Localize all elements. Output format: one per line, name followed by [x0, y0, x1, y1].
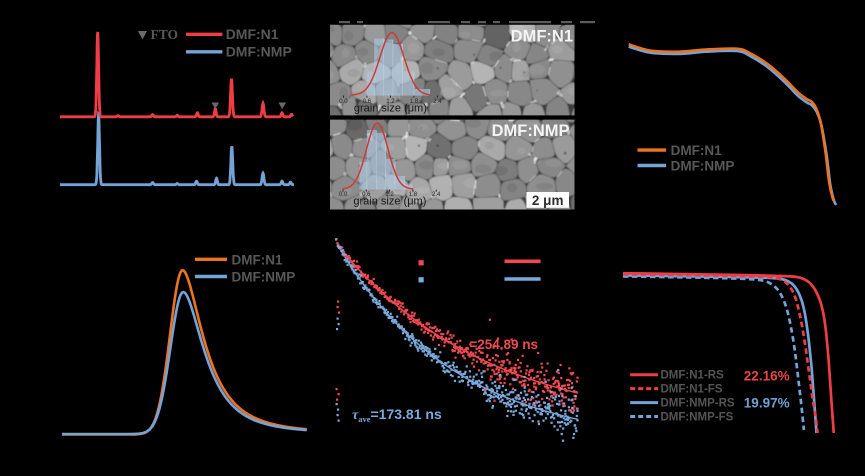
svg-text:2 μm: 2 μm	[532, 193, 564, 208]
svg-text:DMF:NMP: DMF:NMP	[492, 122, 570, 140]
svg-text:DMF:NMP: DMF:NMP	[232, 270, 296, 285]
svg-text:2.4: 2.4	[433, 99, 442, 105]
svg-text:DMF:N1: DMF:N1	[226, 26, 279, 42]
svg-text:FTO: FTO	[151, 27, 179, 42]
svg-text:DMF:NMP-FS: DMF:NMP-FS	[661, 412, 734, 424]
svg-text:DMF:NMP-RS: DMF:NMP-RS	[661, 398, 735, 410]
svg-text:grain size (μm): grain size (μm)	[354, 103, 427, 115]
svg-text:0.6: 0.6	[362, 192, 371, 198]
svg-text:2.4: 2.4	[432, 192, 441, 198]
svg-text:1.8: 1.8	[409, 192, 418, 198]
svg-text:grain size (μm): grain size (μm)	[353, 195, 426, 207]
svg-text:DMF:N1: DMF:N1	[671, 143, 722, 158]
svg-text:τave=173.81 ns: τave=173.81 ns	[352, 406, 442, 424]
svg-text:DMF:N1: DMF:N1	[511, 28, 573, 46]
svg-text:τave=254.89 ns: τave=254.89 ns	[452, 337, 538, 354]
svg-text:0.0: 0.0	[339, 192, 348, 198]
svg-text:1.2: 1.2	[385, 192, 394, 198]
svg-text:1.2: 1.2	[386, 99, 395, 105]
svg-text:DMF:N1: DMF:N1	[232, 252, 283, 267]
svg-text:19.97%: 19.97%	[744, 395, 790, 410]
svg-text:22.16%: 22.16%	[744, 368, 790, 383]
svg-text:0.6: 0.6	[363, 99, 372, 105]
svg-text:DMF:N1-RS: DMF:N1-RS	[661, 370, 725, 382]
svg-text:DMF:NMP: DMF:NMP	[226, 44, 292, 60]
svg-text:DMF:N1-FS: DMF:N1-FS	[661, 384, 723, 396]
svg-text:1.8: 1.8	[410, 99, 419, 105]
svg-text:DMF:NMP: DMF:NMP	[671, 159, 735, 174]
svg-text:0.0: 0.0	[339, 99, 348, 105]
